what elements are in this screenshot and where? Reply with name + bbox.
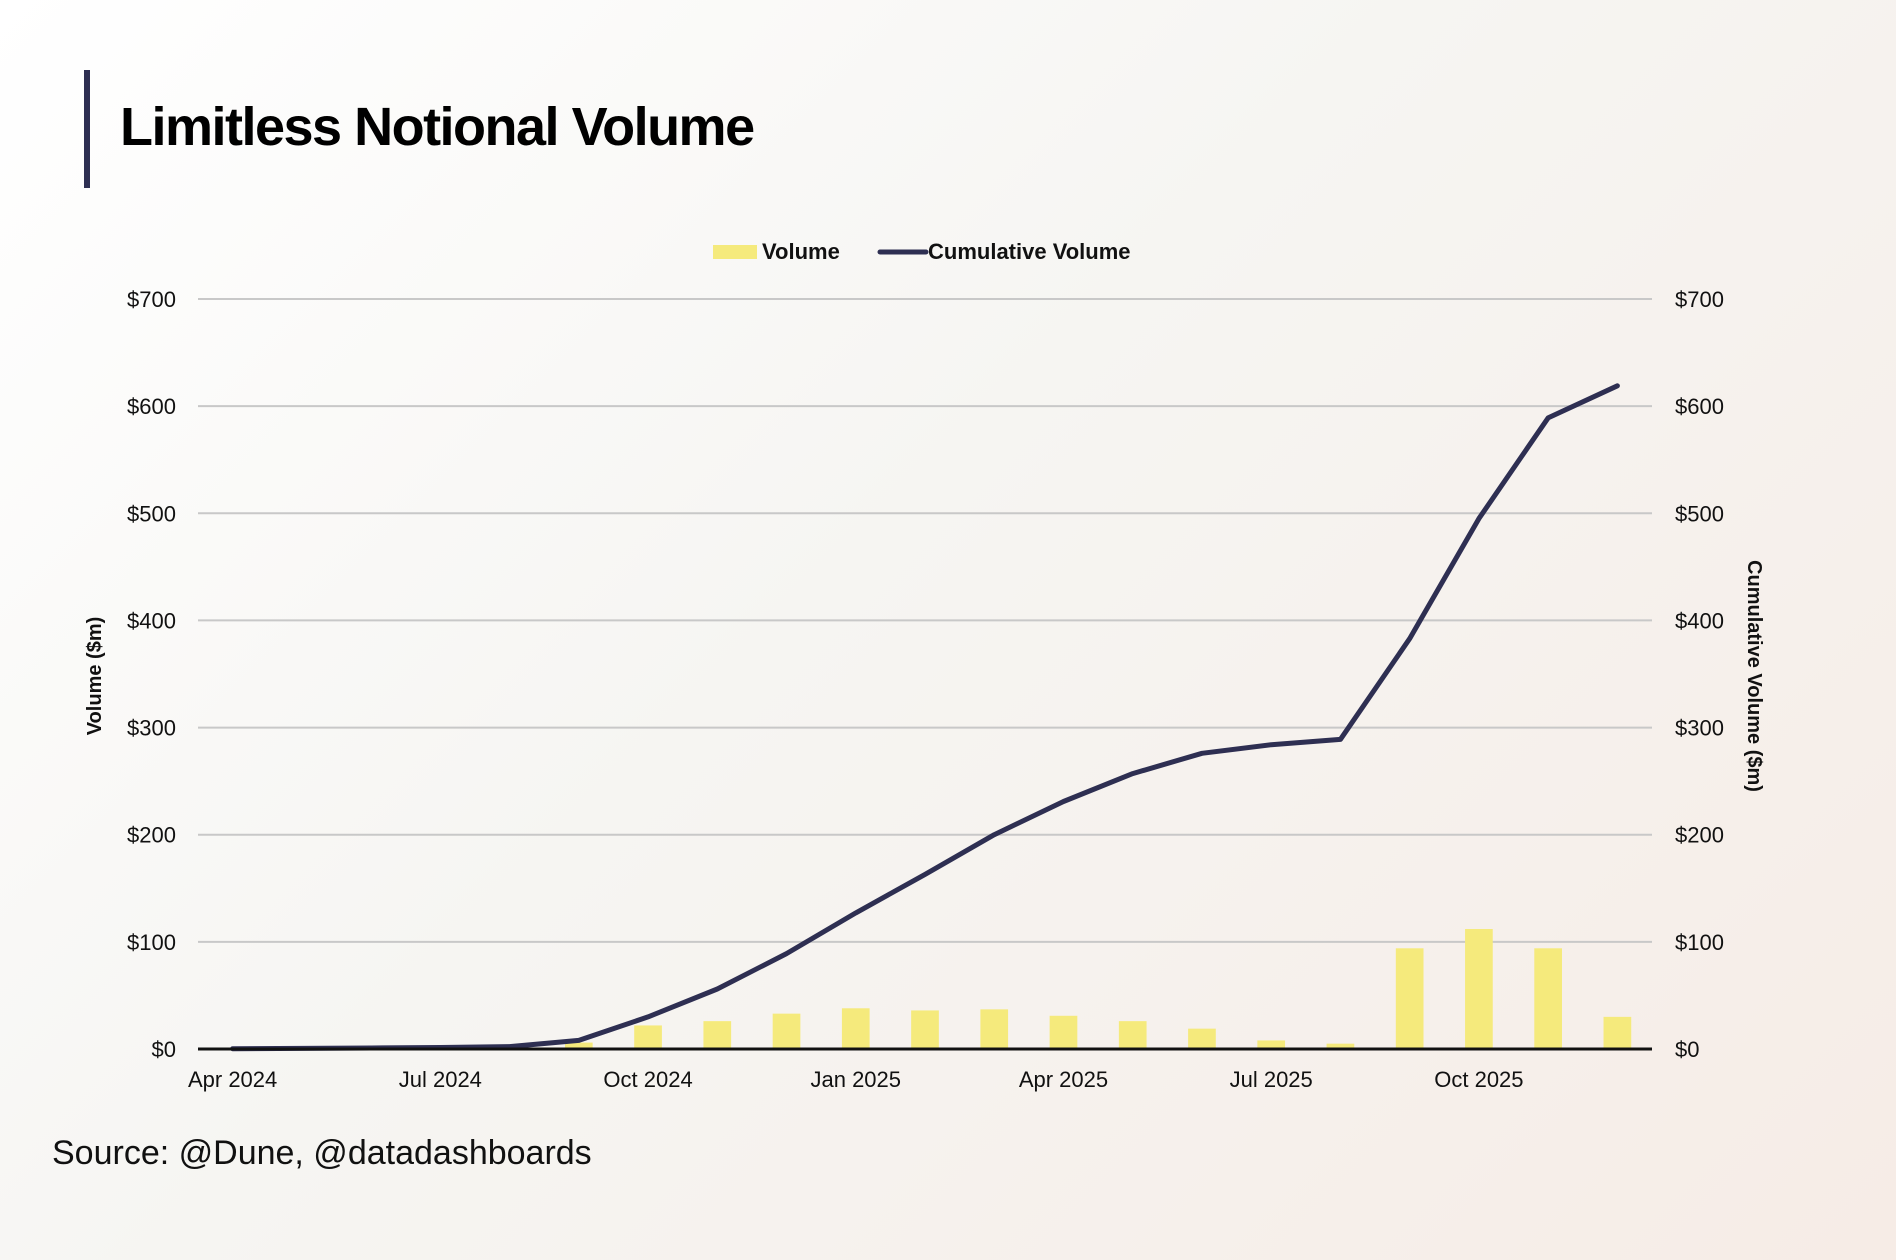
y-tick-label: $0: [152, 1037, 176, 1062]
left-axis-title: Volume ($m): [84, 617, 106, 736]
x-tick-labels: Apr 2024 Jul 2024 Oct 2024 Jan 2025 Apr 2025…: [188, 1067, 1524, 1092]
legend: Volume Cumulative Volume: [713, 239, 1131, 264]
volume-bars: [218, 929, 1632, 1049]
y-tick-label: $500: [127, 501, 176, 526]
gridlines: [198, 298, 1652, 943]
volume-bar: [1465, 929, 1493, 1049]
y2-tick-label: $400: [1675, 608, 1724, 633]
volume-bar: [1326, 1043, 1355, 1049]
y2-tick-label: $0: [1675, 1037, 1699, 1062]
legend-volume-label: Volume: [762, 239, 840, 264]
x-tick-label: Oct 2024: [603, 1067, 692, 1092]
y2-tick-label: $200: [1675, 823, 1724, 848]
y-tick-label: $300: [127, 716, 176, 741]
x-tick-label: Jan 2025: [810, 1067, 901, 1092]
volume-bar: [980, 1009, 1009, 1049]
volume-bar: [634, 1025, 662, 1049]
left-y-tick-labels: $0 $100 $200 $300 $400 $500 $600 $700: [127, 287, 176, 1062]
y-tick-label: $400: [127, 608, 176, 633]
y-tick-label: $200: [127, 823, 176, 848]
volume-bar: [841, 1008, 870, 1049]
y2-tick-label: $600: [1675, 394, 1724, 419]
volume-bar: [1257, 1040, 1286, 1049]
title-accent-bar: [84, 70, 90, 188]
chart-title: Limitless Notional Volume: [120, 97, 755, 157]
x-tick-label: Apr 2024: [188, 1067, 277, 1092]
cumulative-volume-line: [230, 383, 1620, 1052]
y-tick-label: $600: [127, 394, 176, 419]
volume-bar: [772, 1013, 801, 1049]
volume-bar: [1118, 1021, 1147, 1049]
volume-bar: [1395, 948, 1424, 1049]
source-note: Source: @Dune, @datadashboards: [52, 1134, 592, 1172]
volume-bar: [1603, 1016, 1632, 1049]
volume-bar: [1049, 1015, 1078, 1049]
y-tick-label: $700: [127, 287, 176, 312]
x-tick-label: Jul 2025: [1230, 1067, 1313, 1092]
volume-bar: [1188, 1028, 1216, 1049]
right-y-tick-labels: $0 $100 $200 $300 $400 $500 $600 $700: [1675, 287, 1724, 1062]
y2-tick-label: $500: [1675, 501, 1724, 526]
x-tick-label: Jul 2024: [399, 1067, 482, 1092]
legend-cumulative-label: Cumulative Volume: [928, 239, 1131, 264]
chart: $0 $100 $200 $300 $400 $500 $600 $700 $0 $100 $20…: [84, 239, 1765, 1092]
y-tick-label: $100: [127, 930, 176, 955]
y2-tick-label: $300: [1675, 716, 1724, 741]
x-tick-label: Oct 2025: [1434, 1067, 1523, 1092]
volume-bar: [911, 1010, 939, 1049]
y2-tick-label: $700: [1675, 287, 1724, 312]
volume-bar: [703, 1021, 732, 1049]
x-tick-label: Apr 2025: [1019, 1067, 1108, 1092]
right-axis-title: Cumulative Volume ($m): [1743, 560, 1765, 792]
y2-tick-label: $100: [1675, 930, 1724, 955]
volume-bar: [564, 1042, 593, 1049]
legend-volume-swatch: [713, 245, 757, 259]
volume-bar: [1534, 948, 1562, 1049]
